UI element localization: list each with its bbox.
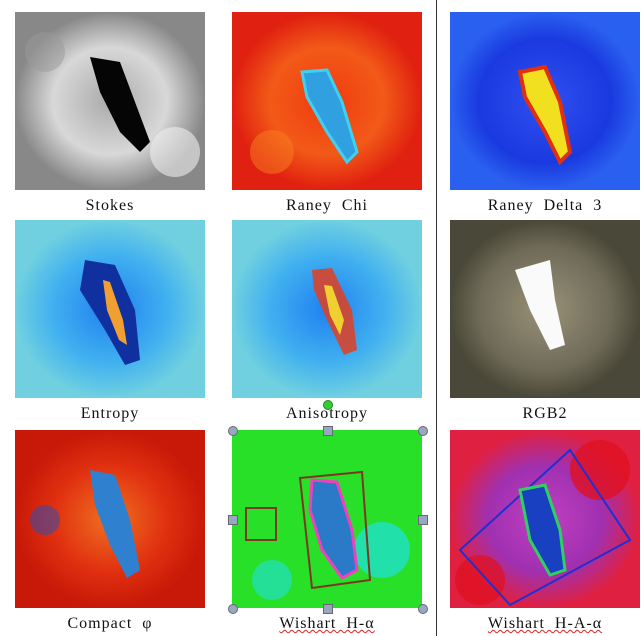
compact-image: [15, 430, 205, 608]
resize-handle[interactable]: [323, 426, 333, 436]
resize-handle[interactable]: [323, 604, 333, 614]
wishart-h-alpha-image: [232, 430, 422, 608]
resize-handle[interactable]: [418, 426, 428, 436]
stokes-image: [15, 12, 205, 190]
resize-handle[interactable]: [418, 604, 428, 614]
rgb2-image: [450, 220, 640, 398]
raney-chi-image: [232, 12, 422, 190]
caption: Raney Chi: [227, 197, 427, 215]
divider: [436, 0, 437, 636]
resize-handle[interactable]: [228, 604, 238, 614]
resize-handle[interactable]: [228, 515, 238, 525]
caption: Wishart H-A-α: [445, 615, 641, 633]
figure-page: Stokes Raney Chi Raney Delta 3 Entropy A…: [0, 0, 641, 636]
caption: Compact φ: [10, 615, 210, 633]
resize-handle[interactable]: [418, 515, 428, 525]
caption: Stokes: [10, 197, 210, 215]
raney-delta-image: [450, 12, 640, 190]
rotate-handle[interactable]: [323, 400, 333, 410]
resize-handle[interactable]: [228, 426, 238, 436]
entropy-image: [15, 220, 205, 398]
caption: RGB2: [445, 405, 641, 423]
caption: Wishart H-α: [227, 615, 427, 633]
anisotropy-image: [232, 220, 422, 398]
caption: Entropy: [10, 405, 210, 423]
wishart-h-a-alpha-image: [450, 430, 640, 608]
caption: Raney Delta 3: [445, 197, 641, 215]
